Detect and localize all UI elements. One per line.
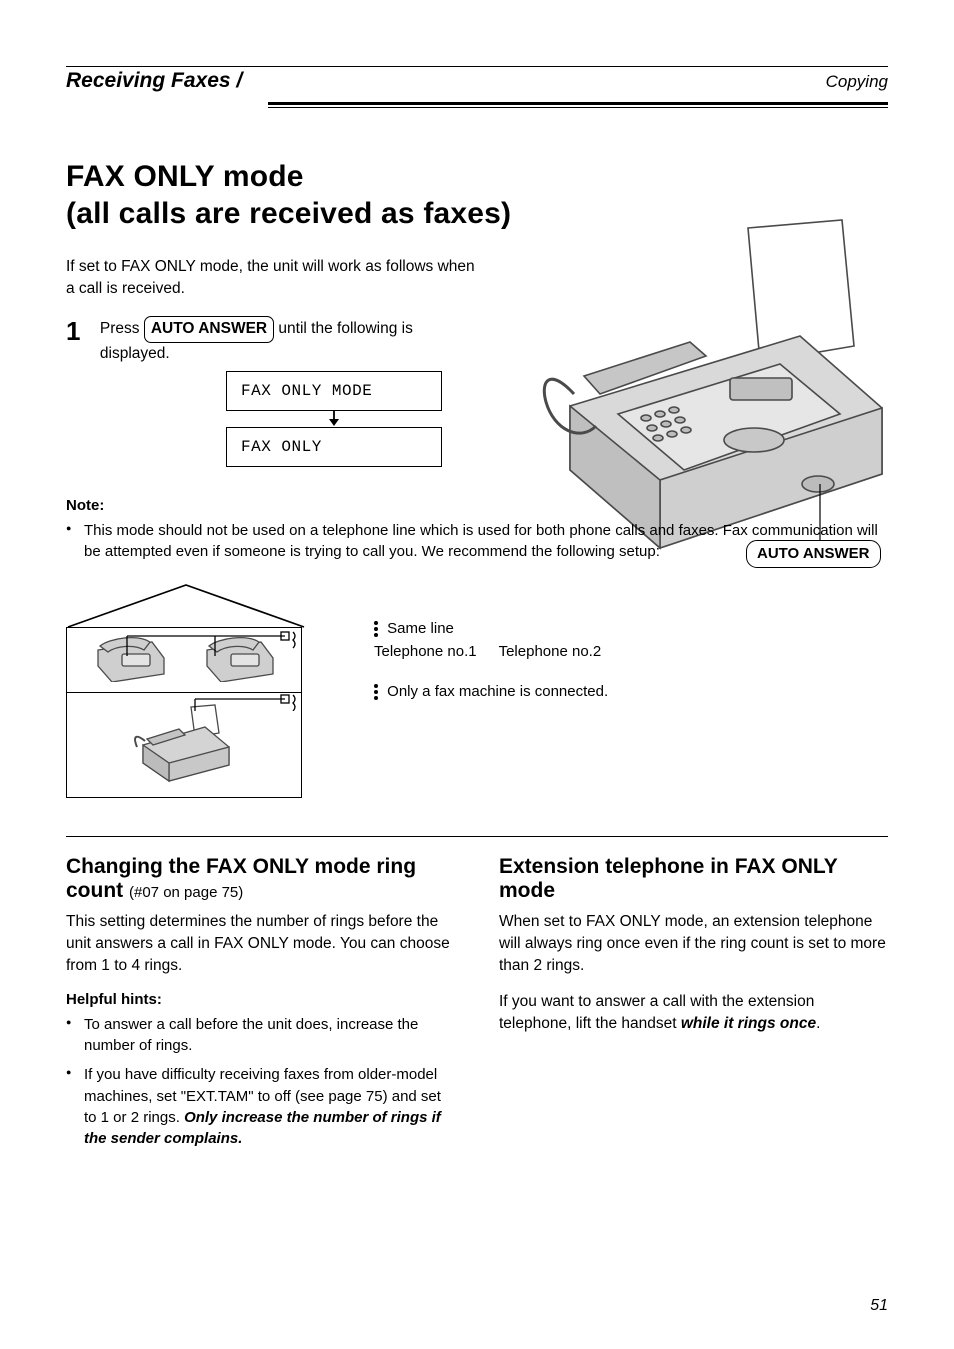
ext-phone-para-2: If you want to answer a call with the ex… [499, 991, 888, 1035]
step-1-text: Press AUTO ANSWER until the following is… [100, 316, 486, 365]
diagram-label-phone-2: Telephone no.2 [499, 643, 602, 660]
title-line-2: (all calls are received as faxes) [66, 197, 511, 230]
tip-2: If you have difficulty receiving faxes f… [66, 1064, 455, 1149]
diagram-label-phone-1: Telephone no.1 [374, 643, 477, 660]
chapter-left-label: Receiving Faxes / [66, 69, 242, 93]
title-line-1: FAX ONLY mode [66, 160, 304, 193]
tips-heading: Helpful hints: [66, 991, 455, 1008]
fax-small-row [67, 693, 301, 797]
note-list: This mode should not be used on a teleph… [66, 520, 888, 563]
down-arrow-icon [226, 411, 442, 427]
page-number: 51 [870, 1297, 888, 1315]
fax-machine-small-icon [129, 703, 239, 783]
lcd-display-1: FAX ONLY MODE [226, 371, 442, 411]
ext-phone-heading: Extension telephone in FAX ONLY mode [499, 855, 888, 903]
step-number-1: 1 [66, 316, 100, 347]
intro-paragraph: If set to FAX ONLY mode, the unit will w… [66, 256, 486, 300]
step-text-before: Press [100, 320, 144, 337]
ring-count-heading: Changing the FAX ONLY mode ring count (#… [66, 855, 455, 903]
lcd-display-stack: FAX ONLY MODE FAX ONLY [226, 371, 486, 467]
tips-list: To answer a call before the unit does, i… [66, 1014, 455, 1150]
tip-1: To answer a call before the unit does, i… [66, 1014, 455, 1057]
note-item-1: This mode should not be used on a teleph… [66, 520, 888, 563]
double-rule [268, 102, 888, 108]
auto-answer-button-inline: AUTO ANSWER [144, 316, 274, 343]
lcd-display-2: FAX ONLY [226, 427, 442, 467]
house-diagram [66, 581, 346, 798]
ext-phone-para-1: When set to FAX ONLY mode, an extension … [499, 911, 888, 977]
diagram-label-same-line: Same line [374, 619, 888, 639]
ring-count-paragraph: This setting determines the number of ri… [66, 911, 455, 977]
section-separator [66, 836, 888, 837]
chapter-header-row: Receiving Faxes / Copying [66, 69, 888, 93]
diagram-label-only-fax: Only a fax machine is connected. [374, 682, 888, 702]
top-horizontal-rule [66, 66, 888, 67]
chapter-right-label: Copying [826, 72, 888, 92]
phones-row [67, 628, 301, 692]
